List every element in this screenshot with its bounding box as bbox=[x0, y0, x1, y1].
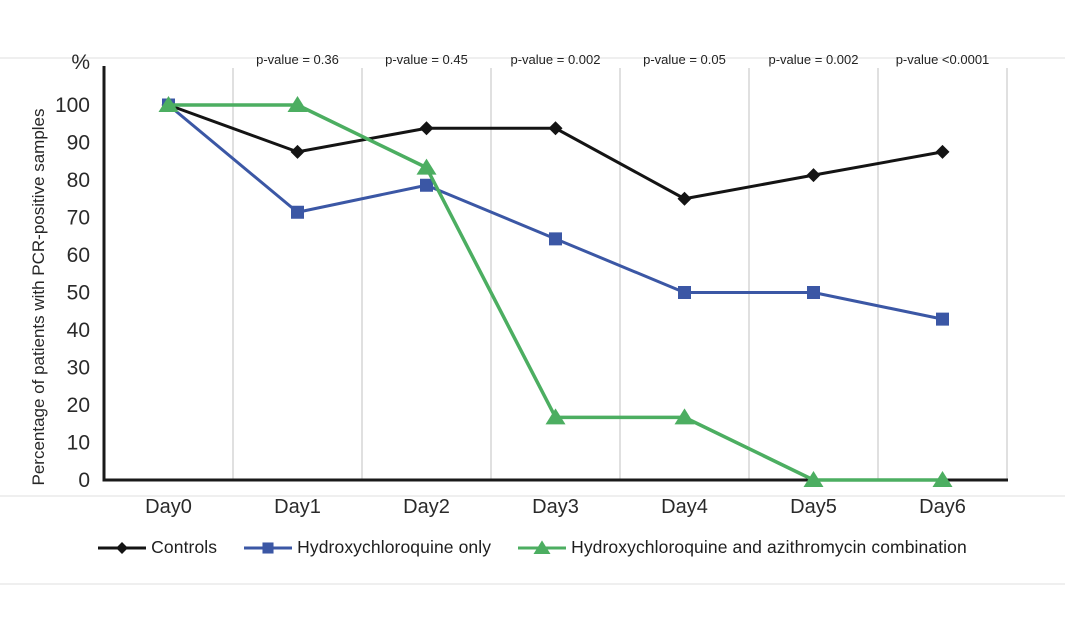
x-category-label: Day3 bbox=[532, 496, 579, 518]
p-value-label: p-value = 0.002 bbox=[769, 52, 859, 67]
marker-diamond bbox=[806, 168, 821, 183]
series-controls bbox=[161, 98, 950, 206]
x-category-label: Day4 bbox=[661, 496, 708, 518]
legend-label: Hydroxychloroquine and azithromycin comb… bbox=[571, 537, 967, 557]
x-category-label: Day6 bbox=[919, 496, 966, 518]
marker-triangle bbox=[932, 471, 953, 487]
y-tick-label: 0 bbox=[78, 469, 90, 492]
marker-triangle bbox=[416, 158, 437, 175]
marker-diamond bbox=[290, 144, 305, 159]
y-tick-label: 70 bbox=[67, 207, 90, 230]
p-value-label: p-value = 0.45 bbox=[385, 52, 468, 67]
data-series bbox=[158, 96, 953, 487]
marker-triangle bbox=[545, 408, 566, 425]
marker-diamond bbox=[935, 144, 950, 159]
legend-item-hydroxychloroquine-and-azithromycin-combination: Hydroxychloroquine and azithromycin comb… bbox=[518, 537, 967, 558]
x-category-label: Day0 bbox=[145, 496, 192, 518]
marker-square bbox=[420, 178, 433, 192]
square-legend-marker-icon bbox=[244, 541, 293, 554]
marker-triangle bbox=[674, 408, 695, 425]
series-hydroxychloroquine-and-azithromycin-combination bbox=[158, 96, 953, 487]
legend-item-hydroxychloroquine-only: Hydroxychloroquine only bbox=[244, 537, 491, 558]
y-tick-label: 10 bbox=[67, 432, 90, 455]
marker-square bbox=[807, 286, 820, 299]
series-line bbox=[167, 103, 944, 321]
p-value-label: p-value = 0.002 bbox=[511, 52, 601, 67]
scan-artifact-line bbox=[0, 57, 1065, 59]
marker-triangle bbox=[803, 471, 824, 487]
p-value-annotations: p-value = 0.36 p-value = 0.45 p-value = 0.… bbox=[256, 52, 989, 67]
x-category-label: Day5 bbox=[790, 496, 837, 518]
triangle-legend-marker-icon bbox=[518, 539, 567, 554]
scan-artifact-line bbox=[0, 583, 1065, 585]
y-tick-label: 100 bbox=[55, 94, 90, 117]
marker-square bbox=[549, 232, 562, 246]
marker-square bbox=[678, 286, 691, 299]
x-category-label: Day2 bbox=[403, 496, 450, 518]
legend-label: Hydroxychloroquine only bbox=[297, 537, 492, 557]
marker-triangle bbox=[533, 539, 551, 554]
x-category-label: Day1 bbox=[274, 496, 321, 518]
scan-artifact-line bbox=[0, 495, 1065, 497]
chart-legend: Controls Hydroxychloroquine only Hydroxych… bbox=[0, 537, 1065, 558]
legend-label: Controls bbox=[151, 537, 218, 557]
marker-diamond bbox=[548, 121, 563, 136]
p-value-label: p-value <0.0001 bbox=[896, 52, 990, 67]
marker-square bbox=[936, 312, 949, 326]
y-tick-label: 40 bbox=[67, 319, 90, 342]
y-axis-title: Percentage of patients with PCR-positive… bbox=[29, 108, 48, 485]
y-tick-label: 80 bbox=[67, 169, 90, 192]
series-line bbox=[167, 103, 944, 201]
marker-square bbox=[262, 541, 274, 554]
marker-diamond bbox=[116, 541, 129, 554]
y-tick-label: 60 bbox=[67, 244, 90, 267]
marker-diamond bbox=[677, 191, 692, 206]
y-axis-unit-label: % bbox=[71, 51, 90, 74]
marker-diamond bbox=[419, 121, 434, 136]
y-tick-label: 90 bbox=[67, 132, 90, 155]
marker-triangle bbox=[287, 96, 308, 112]
x-category-labels: Day0 Day1 Day2 Day3 Day4 Day5 Day6 bbox=[145, 496, 966, 518]
p-value-label: p-value = 0.36 bbox=[256, 52, 339, 67]
diamond-legend-marker-icon bbox=[98, 541, 147, 554]
y-tick-labels: 0 10 20 30 40 50 60 70 80 90 100 bbox=[55, 94, 90, 492]
p-value-label: p-value = 0.05 bbox=[643, 52, 726, 67]
marker-triangle bbox=[158, 96, 179, 112]
y-tick-label: 20 bbox=[67, 394, 90, 417]
y-tick-label: 30 bbox=[67, 357, 90, 380]
legend-item-controls: Controls bbox=[98, 537, 217, 558]
y-tick-label: 50 bbox=[67, 282, 90, 305]
marker-square bbox=[291, 205, 304, 219]
